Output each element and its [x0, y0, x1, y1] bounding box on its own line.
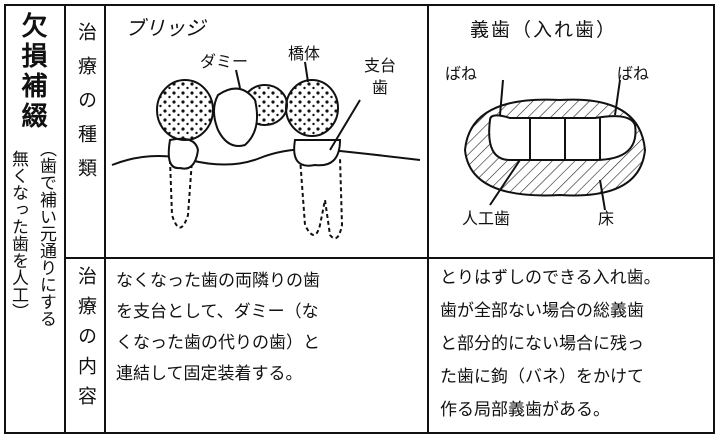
illustration-label: 橋体	[288, 44, 321, 63]
content-text: とりはずしのできる入れ歯。 歯が全部ない場合の総義歯 と部分的にない場合に残っ た歯に…	[440, 262, 661, 427]
content-line: を支台として、ダミー（な	[116, 302, 319, 322]
illustration-label: 人工歯	[462, 209, 511, 228]
illustration-label: 床	[598, 209, 615, 228]
content-line: とりはずしのできる入れ歯。	[440, 268, 661, 288]
content-line: た歯に鉤（バネ）をかけて	[440, 367, 644, 387]
illustration-label: ばね	[445, 64, 478, 83]
illustration-label: 支台歯	[363, 56, 396, 97]
content-line: 歯が全部ない場合の総義歯	[440, 301, 644, 321]
illustration-label: ばね	[617, 64, 650, 83]
row-label: 治療の内容	[75, 266, 97, 416]
denture-illustration	[463, 79, 647, 211]
illustration-label: ダミー	[200, 52, 249, 71]
content-line: 作る局部義歯がある。	[440, 400, 610, 420]
category-note: （歯で補い元通りにする	[36, 140, 56, 327]
column-title: 義歯（入れ歯）	[470, 19, 618, 41]
category-note: 無くなった歯を人工）	[8, 150, 28, 320]
row-label: 治療の種類	[75, 22, 97, 192]
content-text: なくなった歯の両隣りの歯 を支台として、ダミー（な くなった歯の代りの歯）と 連結して…	[116, 266, 320, 390]
content-line: なくなった歯の両隣りの歯	[116, 271, 320, 291]
column-title: ブリッジ	[125, 16, 205, 40]
bridge-illustration	[111, 61, 421, 240]
content-line: 連結して固定装着する。	[116, 364, 303, 384]
content-line: と部分的にない場合に残っ	[440, 334, 644, 354]
category-title: 欠損補綴	[17, 12, 47, 132]
content-line: くなった歯の代りの歯）と	[116, 333, 320, 353]
